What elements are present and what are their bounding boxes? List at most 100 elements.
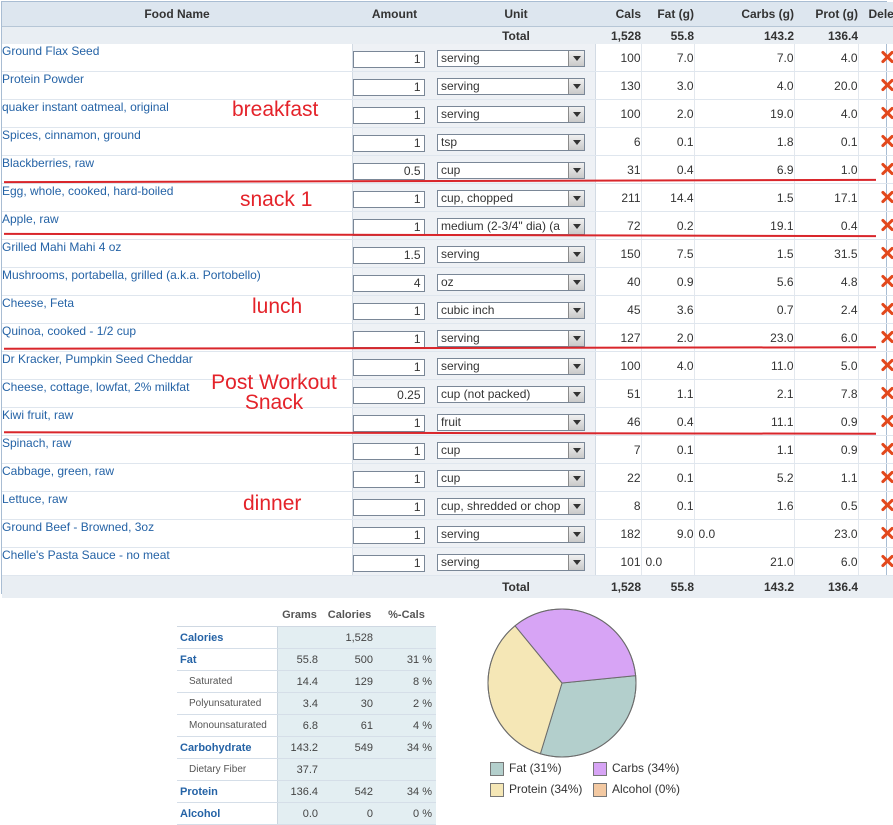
amount-input[interactable]: 1 (353, 135, 425, 152)
dropdown-arrow-icon[interactable] (568, 190, 584, 206)
unit-select[interactable]: cup, shredded or chop (437, 497, 585, 515)
unit-select[interactable]: cup (437, 469, 585, 487)
delete-x-icon[interactable] (880, 246, 893, 260)
amount-input[interactable]: 1 (353, 527, 425, 544)
unit-select[interactable]: serving (437, 245, 585, 263)
amount-input[interactable]: 1 (353, 51, 425, 68)
food-name-link[interactable]: Cheese, Feta (2, 295, 352, 324)
food-name-link[interactable]: quaker instant oatmeal, original (2, 99, 352, 128)
col-cals[interactable]: Cals (595, 2, 641, 27)
amount-input[interactable]: 1 (353, 331, 425, 348)
delete-x-icon[interactable] (880, 358, 893, 372)
unit-select[interactable]: serving (437, 105, 585, 123)
delete-x-icon[interactable] (880, 442, 893, 456)
col-prot[interactable]: Prot (g) (794, 2, 858, 27)
delete-x-icon[interactable] (880, 218, 893, 232)
unit-select[interactable]: cup, chopped (437, 189, 585, 207)
amount-input[interactable]: 1.5 (353, 247, 425, 264)
amount-input[interactable]: 0.25 (353, 387, 425, 404)
delete-x-icon[interactable] (880, 50, 893, 64)
dropdown-arrow-icon[interactable] (568, 554, 584, 570)
delete-x-icon[interactable] (880, 106, 893, 120)
food-name-link[interactable]: Cabbage, green, raw (2, 463, 352, 492)
food-name-link[interactable]: Spices, cinnamon, ground (2, 127, 352, 156)
food-name-link[interactable]: Spinach, raw (2, 435, 352, 464)
dropdown-arrow-icon[interactable] (568, 162, 584, 178)
delete-x-icon[interactable] (880, 498, 893, 512)
delete-x-icon[interactable] (880, 554, 893, 568)
amount-input[interactable]: 1 (353, 359, 425, 376)
unit-select[interactable]: serving (437, 357, 585, 375)
dropdown-arrow-icon[interactable] (568, 442, 584, 458)
nutrition-grams: 6.8 (276, 714, 322, 737)
dropdown-arrow-icon[interactable] (568, 330, 584, 346)
food-name-link[interactable]: Egg, whole, cooked, hard-boiled (2, 183, 352, 212)
delete-x-icon[interactable] (880, 526, 893, 540)
delete-x-icon[interactable] (880, 386, 893, 400)
unit-select[interactable]: oz (437, 273, 585, 291)
delete-x-icon[interactable] (880, 470, 893, 484)
delete-x-icon[interactable] (880, 78, 893, 92)
food-fat: 1.1 (640, 379, 694, 408)
amount-input[interactable]: 1 (353, 499, 425, 516)
amount-input[interactable]: 1 (353, 191, 425, 208)
food-name-link[interactable]: Lettuce, raw (2, 491, 352, 520)
delete-x-icon[interactable] (880, 274, 893, 288)
amount-input[interactable]: 1 (353, 107, 425, 124)
dropdown-arrow-icon[interactable] (568, 470, 584, 486)
food-name-link[interactable]: Blackberries, raw (2, 155, 352, 184)
dropdown-arrow-icon[interactable] (568, 50, 584, 66)
dropdown-arrow-icon[interactable] (568, 106, 584, 122)
amount-input[interactable]: 1 (353, 79, 425, 96)
dropdown-arrow-icon[interactable] (568, 274, 584, 290)
delete-x-icon[interactable] (880, 190, 893, 204)
unit-select[interactable]: serving (437, 77, 585, 95)
delete-x-icon[interactable] (880, 134, 893, 148)
dropdown-arrow-icon[interactable] (568, 246, 584, 262)
dropdown-arrow-icon[interactable] (568, 526, 584, 542)
unit-select[interactable]: fruit (437, 413, 585, 431)
col-carbs[interactable]: Carbs (g) (694, 2, 794, 27)
unit-select[interactable]: cup (not packed) (437, 385, 585, 403)
col-unit[interactable]: Unit (437, 2, 595, 27)
amount-input[interactable]: 1 (353, 443, 425, 460)
unit-select[interactable]: serving (437, 329, 585, 347)
amount-input[interactable]: 1 (353, 555, 425, 572)
unit-select[interactable]: serving (437, 553, 585, 571)
unit-select[interactable]: cup (437, 161, 585, 179)
food-name-link[interactable]: Cheese, cottage, lowfat, 2% milkfat (2, 379, 352, 408)
delete-x-icon[interactable] (880, 302, 893, 316)
food-name-link[interactable]: Chelle's Pasta Sauce - no meat (2, 547, 352, 576)
unit-select[interactable]: serving (437, 525, 585, 543)
dropdown-arrow-icon[interactable] (568, 498, 584, 514)
amount-input[interactable]: 1 (353, 471, 425, 488)
unit-select[interactable]: tsp (437, 133, 585, 151)
col-food-name[interactable]: Food Name (2, 2, 352, 27)
col-fat[interactable]: Fat (g) (641, 2, 694, 27)
col-amount[interactable]: Amount (352, 2, 437, 27)
delete-x-icon[interactable] (880, 162, 893, 176)
delete-x-icon[interactable] (880, 330, 893, 344)
amount-input[interactable]: 0.5 (353, 163, 425, 180)
food-name-link[interactable]: Grilled Mahi Mahi 4 oz (2, 239, 352, 268)
food-name-link[interactable]: Ground Beef - Browned, 3oz (2, 519, 352, 548)
dropdown-arrow-icon[interactable] (568, 134, 584, 150)
amount-input[interactable]: 4 (353, 275, 425, 292)
dropdown-arrow-icon[interactable] (568, 78, 584, 94)
delete-x-icon[interactable] (880, 414, 893, 428)
food-name-link[interactable]: Dr Kracker, Pumpkin Seed Cheddar (2, 351, 352, 380)
amount-input[interactable]: 1 (353, 415, 425, 432)
food-name-link[interactable]: Ground Flax Seed (2, 44, 352, 72)
dropdown-arrow-icon[interactable] (568, 414, 584, 430)
food-name-link[interactable]: Mushrooms, portabella, grilled (a.k.a. P… (2, 267, 352, 296)
dropdown-arrow-icon[interactable] (568, 358, 584, 374)
unit-select[interactable]: cup (437, 441, 585, 459)
unit-select[interactable]: cubic inch (437, 301, 585, 319)
unit-select[interactable]: serving (437, 49, 585, 67)
dropdown-arrow-icon[interactable] (568, 386, 584, 402)
amount-input[interactable]: 1 (353, 303, 425, 320)
unit-select[interactable]: medium (2-3/4" dia) (a (437, 217, 585, 235)
dropdown-arrow-icon[interactable] (568, 218, 584, 234)
dropdown-arrow-icon[interactable] (568, 302, 584, 318)
food-name-link[interactable]: Protein Powder (2, 71, 352, 100)
